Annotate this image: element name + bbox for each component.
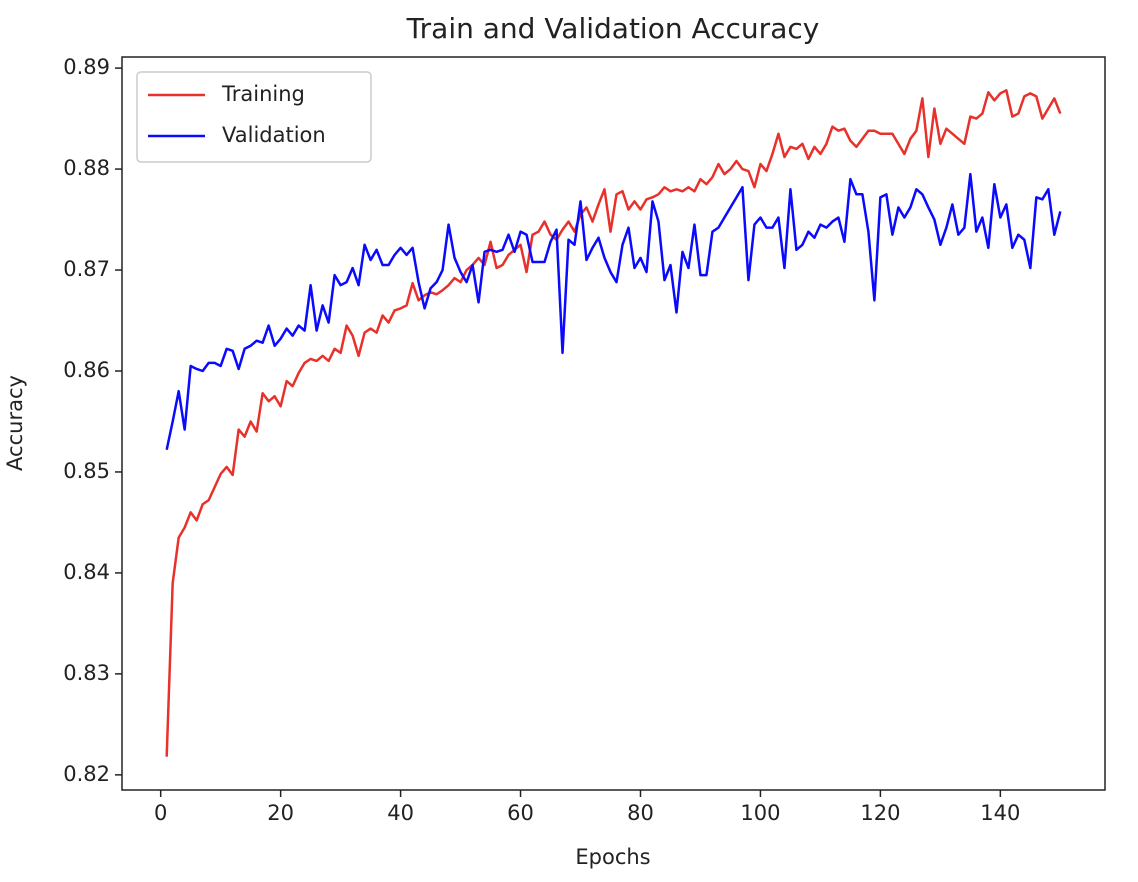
x-tick-label: 20 <box>267 801 294 825</box>
x-tick-label: 140 <box>980 801 1020 825</box>
plot-frame <box>121 56 1106 791</box>
series-line <box>165 172 1062 451</box>
x-tick-label: 100 <box>740 801 780 825</box>
y-tick-label: 0.88 <box>63 156 110 180</box>
x-tick-label: 60 <box>507 801 534 825</box>
y-tick-label: 0.89 <box>63 55 110 79</box>
x-tick-label: 40 <box>387 801 414 825</box>
y-tick-label: 0.86 <box>63 358 110 382</box>
legend-label: Training <box>221 82 305 106</box>
x-tick-label: 0 <box>154 801 167 825</box>
y-tick-label: 0.87 <box>63 257 110 281</box>
y-tick-label: 0.85 <box>63 459 110 483</box>
legend-label: Validation <box>222 123 326 147</box>
y-tick-label: 0.84 <box>63 560 110 584</box>
x-axis-label: Epochs <box>575 845 650 869</box>
chart-title: Train and Validation Accuracy <box>406 12 820 45</box>
x-tick-label: 120 <box>860 801 900 825</box>
x-tick-label: 80 <box>627 801 654 825</box>
y-axis-label: Accuracy <box>3 375 27 471</box>
series-line <box>165 89 1062 757</box>
y-tick-label: 0.83 <box>63 661 110 685</box>
y-tick-label: 0.82 <box>63 762 110 786</box>
